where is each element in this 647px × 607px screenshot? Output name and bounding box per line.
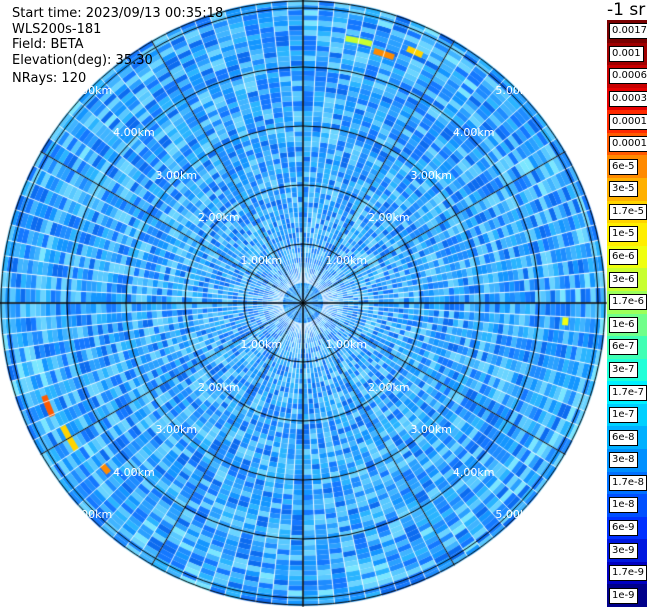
- colorbar-label: 1e-9: [609, 587, 638, 604]
- range-ring-label: 1.00km: [240, 338, 283, 352]
- colorbar-label: 3e-5: [609, 181, 638, 198]
- start-time-label: Start time: 2023/09/13 00:35:18: [12, 6, 224, 21]
- colorbar-label: 1.7e-9: [609, 565, 647, 582]
- colorbar-label: 6e-9: [609, 519, 638, 536]
- colorbar-label: 0.00017: [609, 113, 647, 130]
- colorbar-label: 0.0001: [609, 136, 647, 153]
- elevation-label: Elevation(deg): 35.30: [12, 53, 153, 68]
- range-ring-label: 2.00km: [198, 380, 240, 394]
- colorbar-label: 3e-9: [609, 542, 638, 559]
- range-ring-label: 5.00km: [495, 83, 537, 97]
- colorbar-label: 0.0003: [609, 91, 647, 108]
- instrument-label: WLS200s-181: [12, 22, 102, 37]
- range-ring-label: 3.00km: [410, 168, 453, 182]
- colorbar-label: 6e-8: [609, 429, 638, 446]
- range-ring-label: 4.00km: [113, 126, 155, 140]
- range-ring-label: 1.00km: [325, 253, 368, 267]
- colorbar-label: 1.7e-8: [609, 474, 647, 491]
- colorbar-label: 0.001: [609, 45, 644, 62]
- field-label: Field: BETA: [12, 37, 84, 52]
- colorbar-label: 1.7e-6: [609, 294, 647, 311]
- colorbar-label: 1.7e-5: [609, 203, 647, 220]
- colorbar-label: 6e-7: [609, 339, 638, 356]
- range-ring-label: 2.00km: [367, 211, 410, 225]
- range-ring-label: 5.00km: [495, 508, 537, 522]
- range-ring-label: 3.00km: [410, 423, 453, 437]
- colorbar-unit-title: -1 sr: [607, 0, 646, 20]
- range-ring-label: 4.00km: [113, 465, 155, 479]
- colorbar-label: 1e-5: [609, 226, 638, 243]
- range-ring-label: 2.00km: [367, 380, 410, 394]
- colorbar-label: 1e-8: [609, 497, 638, 514]
- range-ring-label: 2.00km: [198, 211, 240, 225]
- colorbar-label: 6e-6: [609, 249, 638, 266]
- colorbar-label: 3e-8: [609, 452, 638, 469]
- range-ring-label: 5.00km: [70, 508, 113, 522]
- ppi-scan-plot: [0, 0, 607, 607]
- nrays-label: NRays: 120: [12, 71, 87, 86]
- colorbar-label: 1e-6: [609, 316, 638, 333]
- range-ring-label: 4.00km: [452, 126, 495, 140]
- colorbar-label: 3e-7: [609, 361, 638, 378]
- range-ring-label: 1.00km: [240, 253, 283, 267]
- colorbar-label: 1.7e-7: [609, 384, 647, 401]
- colorbar-label: 1e-7: [609, 407, 638, 424]
- range-ring-label: 5.00km: [70, 83, 113, 97]
- range-ring-label: 3.00km: [155, 423, 198, 437]
- colorbar-label: 6e-5: [609, 158, 638, 175]
- range-ring-label: 3.00km: [155, 168, 198, 182]
- colorbar-label: 0.0017: [609, 23, 647, 40]
- colorbar-label: 3e-6: [609, 271, 638, 288]
- range-ring-label: 4.00km: [452, 465, 495, 479]
- colorbar-label: 0.0006: [609, 68, 647, 85]
- range-ring-label: 1.00km: [325, 338, 368, 352]
